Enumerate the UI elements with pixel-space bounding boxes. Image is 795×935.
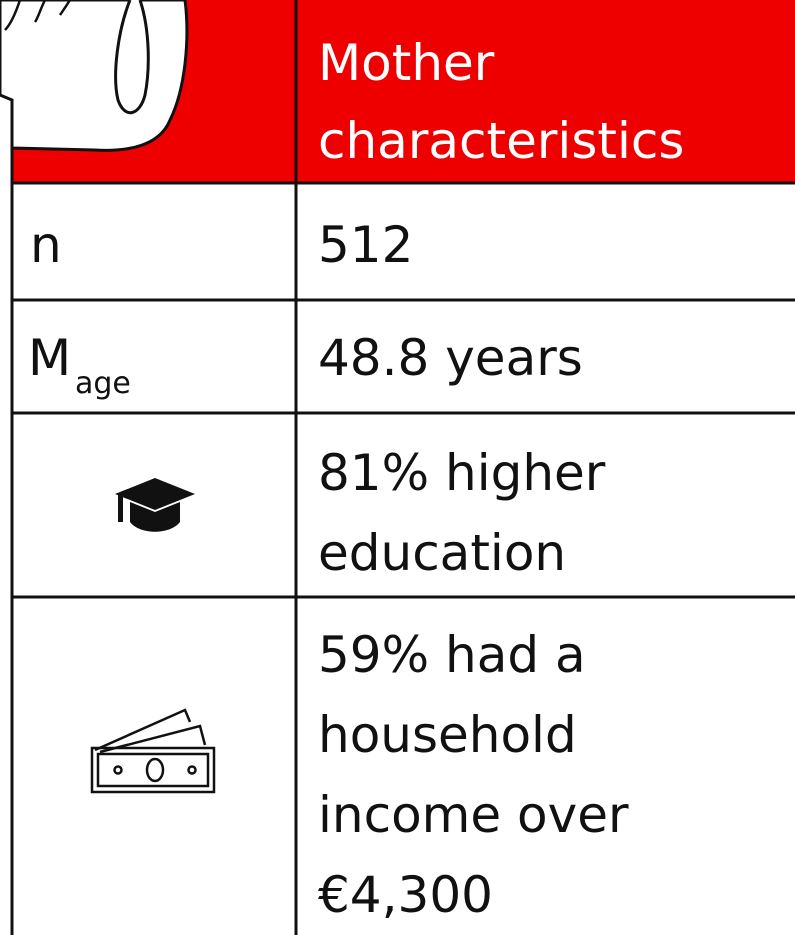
row-label-subscript: age — [75, 366, 131, 401]
header-text: characteristics — [318, 112, 684, 170]
header-text: Mother — [318, 34, 495, 92]
row-value: 59% had a — [318, 626, 586, 684]
hand-lines — [4, 0, 72, 31]
row-value: 48.8 years — [318, 329, 583, 387]
graduation-cap-icon — [115, 478, 195, 532]
money-icon — [90, 708, 216, 794]
row-value: income over — [318, 786, 629, 844]
hand-drawing — [0, 0, 189, 152]
row-label: n — [30, 216, 62, 274]
row-value: €4,300 — [318, 866, 493, 924]
row-value: 81% higher — [318, 444, 606, 502]
hand-finger — [114, 0, 150, 114]
row-value: 512 — [318, 216, 413, 274]
row-label: M — [28, 329, 71, 387]
row-value: education — [318, 524, 566, 582]
row-value: household — [318, 706, 577, 764]
